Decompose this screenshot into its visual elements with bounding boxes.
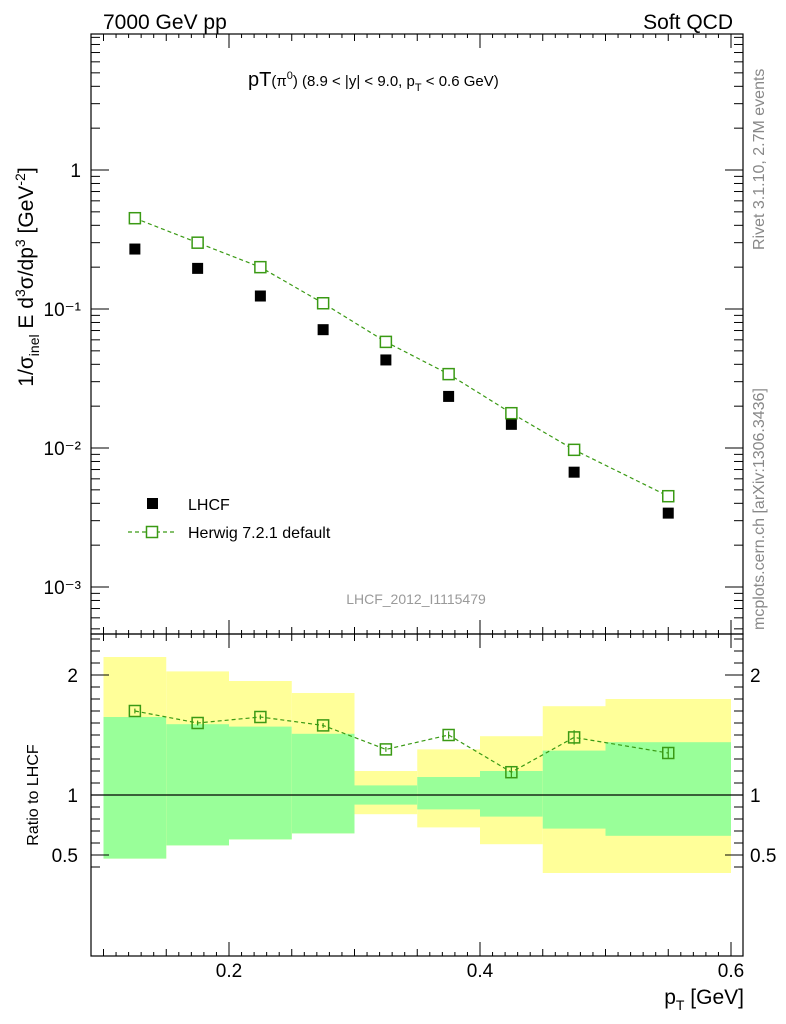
- legend-herwig-label: Herwig 7.2.1 default: [188, 525, 331, 542]
- ratio-band-inner: [229, 726, 292, 840]
- lhcf-point: [192, 262, 204, 274]
- ratio-band-inner: [103, 717, 167, 859]
- herwig-point: [442, 367, 455, 381]
- ratio-y-tick-label-right: 1: [750, 786, 761, 807]
- lhcf-point: [254, 290, 266, 302]
- x-axis-label: pT [GeV]: [664, 986, 744, 1013]
- ratio-y-axis-label: Ratio to LHCF: [25, 744, 42, 846]
- herwig-point: [128, 211, 142, 225]
- lhcf-point: [380, 354, 392, 366]
- lhcf-point: [443, 390, 455, 402]
- herwig-point: [567, 443, 581, 457]
- ratio-plot-area: 0.5 0.5 1 1 2 2 0.2 0.4 0.6: [52, 633, 776, 982]
- ratio-point: [567, 731, 581, 744]
- ratio-point: [254, 710, 267, 724]
- ratio-band-inner: [291, 733, 355, 834]
- analysis-watermark: LHCF_2012_I1115479: [346, 591, 486, 607]
- lhcf-point: [317, 324, 329, 336]
- x-tick-label: 0.4: [467, 961, 494, 982]
- main-plot-area: 1 10⁻¹ 10⁻² 10⁻³: [44, 33, 744, 635]
- herwig-point: [191, 236, 204, 249]
- legend-lhcf-marker: [147, 498, 158, 509]
- ratio-y-tick-label-right: 0.5: [750, 846, 776, 867]
- ratio-point: [379, 743, 393, 756]
- herwig-point: [316, 296, 330, 310]
- lhcf-point: [129, 243, 141, 255]
- legend: LHCF Herwig 7.2.1 default: [128, 497, 331, 542]
- main-y-tick-label: 10⁻²: [44, 439, 82, 460]
- lhcf-point: [568, 466, 580, 478]
- main-plot-title: pT(π0) (8.9 < |y| < 9.0, pT < 0.6 GeV): [248, 69, 499, 94]
- main-y-axis-label: 1/σinel E d3σ/dp3 [GeV-2]: [12, 167, 42, 386]
- ratio-point: [128, 704, 142, 718]
- herwig-point: [662, 489, 675, 503]
- ratio-y-tick-label-left: 0.5: [52, 846, 78, 867]
- ratio-band-inner: [542, 750, 606, 829]
- header-energy-label: 7000 GeV pp: [103, 11, 227, 34]
- ratio-point: [316, 719, 330, 732]
- ratio-y-tick-label-right: 2: [750, 666, 761, 687]
- ratio-band-inner: [480, 771, 543, 817]
- main-y-tick-label: 1: [70, 161, 81, 182]
- ratio-point: [662, 746, 675, 760]
- herwig-point: [379, 335, 393, 349]
- header-category-label: Soft QCD: [643, 11, 733, 34]
- x-tick-label: 0.6: [718, 961, 744, 982]
- ratio-band-inner: [417, 777, 480, 810]
- ratio-band-inner: [166, 724, 229, 846]
- ratio-point: [505, 765, 518, 779]
- lhcf-point: [505, 418, 517, 430]
- herwig-line: [134, 217, 669, 497]
- ratio-y-tick-label-left: 1: [67, 786, 78, 807]
- main-y-tick-label: 10⁻¹: [44, 300, 82, 321]
- ratio-line: [134, 710, 669, 773]
- herwig-point: [254, 260, 267, 274]
- ratio-point: [442, 728, 455, 742]
- rivet-version-label: Rivet 3.1.10, 2.7M events: [751, 69, 768, 250]
- lhcf-point: [662, 507, 674, 519]
- mcplots-reference-label: mcplots.cern.ch [arXiv:1306.3436]: [751, 388, 768, 630]
- x-tick-label: 0.2: [216, 961, 242, 982]
- ratio-y-tick-label-left: 2: [67, 666, 78, 687]
- legend-lhcf-label: LHCF: [188, 497, 230, 514]
- main-plot-frame: [90, 33, 744, 635]
- herwig-point: [505, 406, 518, 420]
- ratio-point: [191, 716, 204, 730]
- legend-herwig-marker: [145, 525, 159, 539]
- main-y-tick-label: 10⁻³: [44, 578, 82, 599]
